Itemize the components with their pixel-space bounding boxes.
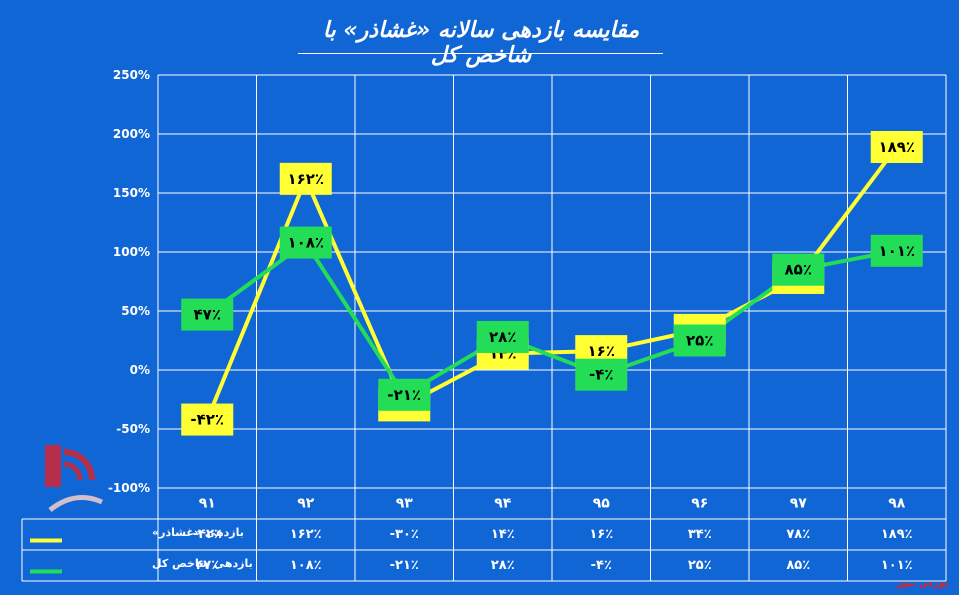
table-cell: ۸۵٪ <box>786 558 810 573</box>
table-cell: -۳۰٪ <box>390 527 419 542</box>
table-cell: -۴٪ <box>591 558 612 573</box>
x-tick-label: ۹۶ <box>691 496 708 512</box>
legend-label: بازدهی «غشاذر» <box>152 526 244 539</box>
table-cell: ۱۰۱٪ <box>881 558 913 573</box>
y-tick-label: 50% <box>121 304 150 318</box>
data-label: ۱۰۸٪ <box>287 234 324 252</box>
data-label-box <box>575 358 628 391</box>
data-label: ۲۵٪ <box>686 332 713 350</box>
data-label: ۱۸۹٪ <box>878 138 915 156</box>
table-cell: ۱۴٪ <box>491 527 515 542</box>
data-label: ۸۵٪ <box>785 261 812 279</box>
y-tick-label: -50% <box>116 422 150 436</box>
data-label: ۱۶۲٪ <box>287 170 324 188</box>
y-tick-label: -100% <box>108 481 150 495</box>
table-cell: ۲۵٪ <box>688 558 712 573</box>
x-tick-label: ۹۸ <box>888 496 906 512</box>
table-cell: ۳۴٪ <box>688 527 712 542</box>
data-label-box <box>279 162 332 195</box>
data-label: ۴۷٪ <box>194 306 221 324</box>
data-label-box <box>181 298 234 331</box>
data-label: -۴٪ <box>589 366 614 384</box>
table-cell: ۱۶٪ <box>589 527 613 542</box>
x-tick-label: ۹۱ <box>199 496 216 512</box>
table-cell: -۴۲٪ <box>193 527 222 542</box>
data-label-box <box>181 403 234 436</box>
table-cell: ۲۸٪ <box>491 558 515 573</box>
y-tick-label: 0% <box>130 363 150 377</box>
table-cell: ۱۸۹٪ <box>881 527 913 542</box>
y-tick-label: 200% <box>113 127 150 141</box>
data-label: -۲۱٪ <box>387 386 421 404</box>
x-tick-label: ۹۲ <box>297 496 315 512</box>
x-tick-label: ۹۵ <box>593 496 611 512</box>
data-label-box <box>476 320 529 353</box>
table-cell: ۴۷٪ <box>195 558 219 573</box>
data-label: ۱۶٪ <box>588 342 615 360</box>
data-label-box <box>772 253 825 286</box>
x-tick-label: ۹۳ <box>396 496 414 512</box>
data-label: ۱۰۱٪ <box>878 242 915 260</box>
data-label-box <box>870 234 923 267</box>
data-label: -۴۲٪ <box>190 411 224 429</box>
watermark-text: بورس نیوز <box>896 578 949 589</box>
data-label-box <box>673 324 726 357</box>
data-label-box <box>279 226 332 259</box>
data-label-box <box>870 130 923 163</box>
y-tick-label: 250% <box>113 68 150 82</box>
chart-title: مقایسه بازدهی سالانه «غشاذر» با شاخص کل <box>322 18 640 68</box>
data-label: ۲۸٪ <box>489 328 516 346</box>
legend-label: بازدهی شاخص کل <box>152 557 253 570</box>
table-cell: ۱۶۲٪ <box>290 527 322 542</box>
table-cell: ۷۸٪ <box>786 527 810 542</box>
y-tick-label: 150% <box>113 186 150 200</box>
data-label-box <box>378 378 431 411</box>
table-cell: -۲۱٪ <box>390 558 419 573</box>
x-tick-label: ۹۷ <box>790 496 808 512</box>
logo-icon <box>45 445 104 512</box>
title-underline <box>298 53 663 54</box>
table-cell: ۱۰۸٪ <box>290 558 322 573</box>
x-tick-label: ۹۴ <box>494 496 512 512</box>
y-tick-label: 100% <box>113 245 150 259</box>
